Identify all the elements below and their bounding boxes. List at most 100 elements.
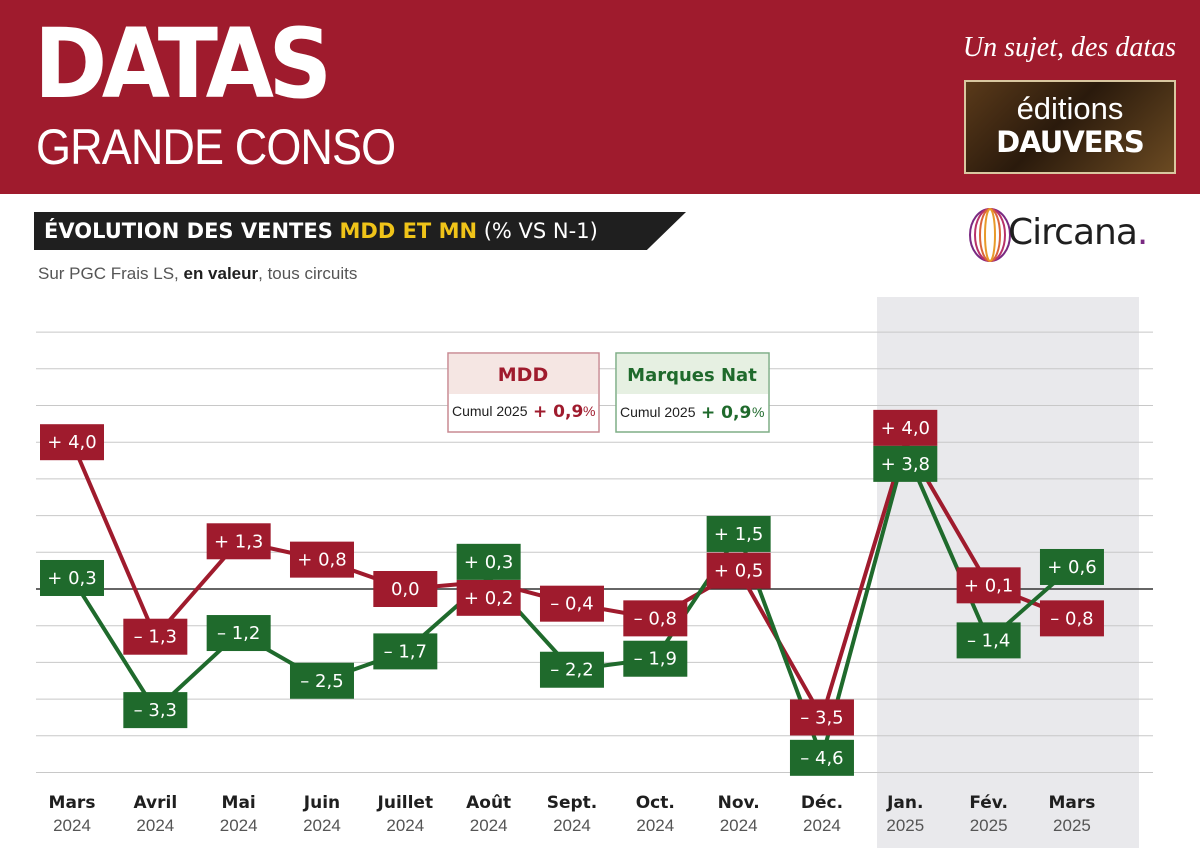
value-label-box [40, 424, 104, 461]
value-label-text: – 1,9 [634, 649, 677, 670]
legend-mdd-name: MDD [498, 364, 548, 386]
publisher-logo-line1: éditions [1016, 91, 1124, 126]
value-label-text: + 0,8 [297, 550, 346, 571]
chart-value-labels: + 4,0 – 1,3 + 1,3 + 0,8 0,0 + 0,2 – 0,4 – 0,8 + … [40, 409, 1104, 776]
value-label-text: + 1,5 [714, 524, 763, 545]
x-tick-month-0: Mars [49, 793, 96, 813]
value-label-text: – 0,4 [550, 594, 593, 615]
mdd-label-4: 0,0 [373, 571, 438, 607]
value-label-box [123, 618, 188, 655]
value-label-text: – 1,3 [134, 627, 177, 648]
x-tick-year-11: 2025 [970, 816, 1008, 835]
value-label-box [539, 651, 604, 688]
subtitle-bold: en valeur [183, 264, 259, 283]
x-tick-month-10: Jan. [886, 793, 923, 813]
x-tick-year-0: 2024 [53, 816, 91, 835]
legend-mn-name: Marques Nat [627, 365, 757, 386]
chart-legend: MDD Cumul 2025 + 0,9 % Marques Nat Cumul… [447, 352, 770, 433]
value-label-text: – 0,8 [1050, 608, 1093, 629]
x-tick-year-8: 2024 [720, 816, 758, 835]
x-tick-month-2: Mai [222, 793, 256, 813]
value-label-box [206, 615, 271, 652]
x-tick-month-12: Mars [1049, 793, 1096, 813]
legend-mn-cumul-value: + 0,9 [701, 403, 751, 423]
chart-x-axis: Mars 2024 Avril 2024 Mai 2024 Juin 2024 Juillet 2… [49, 793, 1096, 835]
value-label-text: + 3,8 [881, 454, 930, 475]
value-label-box [623, 640, 688, 677]
subtitle-pre: Sur PGC Frais LS, [38, 264, 184, 283]
value-label-box [373, 633, 438, 670]
value-label-text: + 0,6 [1047, 557, 1096, 578]
mn-label-6: – 2,2 [539, 651, 604, 688]
publisher-logo: éditions DAUVERS [964, 80, 1176, 174]
mn-label-4: – 1,7 [373, 633, 438, 670]
chart-title: ÉVOLUTION DES VENTES MDD ET MN (% VS N-1… [44, 218, 598, 244]
brand-subtitle: GRANDE CONSO [36, 119, 396, 175]
value-label-box [623, 600, 688, 637]
x-tick-year-4: 2024 [386, 816, 424, 835]
value-label-box [789, 699, 854, 736]
value-label-text: + 0,5 [714, 561, 763, 582]
circana-logo: Circana. [968, 204, 1178, 266]
value-label-box [289, 541, 354, 578]
subtitle-post: , tous circuits [258, 264, 358, 283]
x-tick-month-4: Juillet [377, 793, 434, 813]
value-label-text: + 1,3 [214, 531, 263, 552]
value-label-box [456, 579, 521, 616]
tagline: Un sujet, des datas [962, 32, 1176, 63]
mn-label-12: + 0,6 [1039, 548, 1104, 585]
mn-label-9: – 4,6 [789, 739, 854, 776]
value-label-text: – 0,8 [634, 608, 677, 629]
chart-title-unit: (% VS N-1) [483, 219, 598, 243]
value-label-box [289, 662, 354, 699]
x-tick-month-11: Fév. [969, 793, 1008, 813]
legend-mdd-cumul-value: + 0,9 [533, 402, 583, 422]
legend-mdd: MDD Cumul 2025 + 0,9 % [447, 352, 600, 433]
x-tick-year-12: 2025 [1053, 816, 1091, 835]
mdd-label-0: + 4,0 [40, 424, 104, 461]
mdd-label-6: – 0,4 [539, 585, 604, 622]
legend-mdd-cumul-unit: % [583, 403, 595, 419]
value-label-text: 0,0 [391, 579, 420, 600]
value-label-box [1039, 600, 1104, 637]
value-label-box [456, 543, 521, 580]
x-tick-year-3: 2024 [303, 816, 341, 835]
value-label-box [706, 552, 771, 589]
value-label-text: + 4,0 [47, 432, 96, 453]
value-label-text: – 2,2 [550, 660, 593, 681]
value-label-text: – 1,7 [384, 641, 427, 662]
publisher-logo-line2: DAUVERS [996, 125, 1145, 159]
mn-label-3: – 2,5 [289, 662, 354, 699]
circana-rings-icon [969, 208, 1011, 262]
mdd-label-3: + 0,8 [289, 541, 354, 578]
header-banner: DATAS GRANDE CONSO Un sujet, des datas é… [0, 0, 1200, 194]
value-label-box [873, 409, 938, 446]
chart-title-accent: MDD ET MN [339, 219, 478, 243]
x-tick-month-5: Août [466, 793, 511, 813]
legend-mn-cumul-unit: % [752, 404, 764, 420]
mn-label-7: – 1,9 [623, 640, 688, 677]
value-label-box [956, 567, 1021, 604]
x-tick-month-1: Avril [133, 793, 177, 813]
value-label-text: + 0,3 [47, 568, 96, 589]
chart-subtitle: Sur PGC Frais LS, en valeur, tous circui… [38, 264, 357, 284]
x-tick-month-7: Oct. [636, 793, 675, 813]
value-label-box [956, 622, 1021, 659]
brand-title: DATAS [34, 8, 332, 120]
value-label-text: – 3,3 [134, 700, 177, 721]
value-label-text: – 4,6 [800, 748, 843, 769]
mn-label-11: – 1,4 [956, 622, 1021, 659]
x-tick-month-6: Sept. [547, 793, 598, 813]
mn-label-2: – 1,2 [206, 615, 271, 652]
mdd-label-2: + 1,3 [206, 523, 271, 560]
x-tick-year-6: 2024 [553, 816, 591, 835]
mdd-label-12: – 0,8 [1039, 600, 1104, 637]
legend-mdd-cumul-label: Cumul 2025 [452, 403, 528, 419]
mdd-label-5: + 0,2 [456, 579, 521, 616]
mn-label-0: + 0,3 [40, 559, 104, 596]
mn-label-10: + 3,8 [873, 445, 938, 482]
x-tick-year-10: 2025 [886, 816, 924, 835]
mdd-label-9: – 3,5 [789, 699, 854, 736]
mdd-label-10: + 4,0 [873, 409, 938, 446]
